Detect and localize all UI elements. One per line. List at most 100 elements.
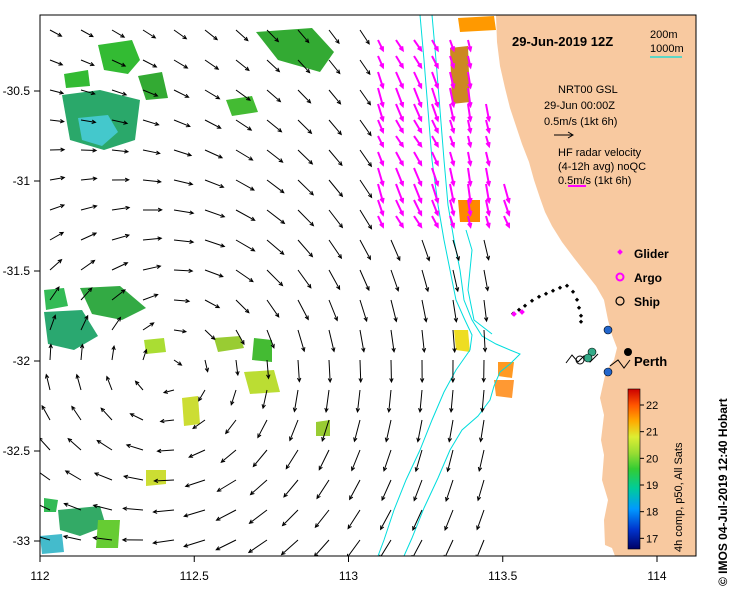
current-arrow	[63, 502, 82, 511]
current-arrow	[173, 119, 191, 128]
y-axis: -30.5 -31 -31.5 -32 -32.5 -33	[3, 84, 40, 548]
hf-radar-arrows	[377, 39, 511, 229]
current-arrow	[353, 419, 361, 443]
radar-arrow	[467, 119, 473, 135]
current-arrow	[297, 179, 315, 196]
current-arrow	[483, 239, 491, 261]
x-tick-label: 114	[647, 569, 666, 583]
colorbar-tick-label: 21	[646, 427, 658, 439]
x-tick-label: 113	[339, 569, 358, 583]
radar-arrow	[467, 183, 473, 205]
radar-arrow	[395, 199, 404, 217]
radar-arrow	[413, 71, 423, 90]
current-arrow	[159, 418, 175, 424]
current-arrow	[152, 509, 175, 514]
current-arrow	[297, 209, 315, 227]
current-arrow	[111, 262, 129, 271]
current-arrow	[280, 539, 299, 556]
radar-arrow	[377, 119, 385, 135]
current-arrow	[252, 449, 268, 468]
current-arrow	[483, 269, 490, 292]
current-arrow	[421, 329, 427, 354]
radar-arrow	[377, 199, 385, 217]
radar-arrow	[413, 39, 423, 53]
current-arrow	[225, 419, 237, 435]
current-arrow	[359, 329, 366, 353]
current-arrow	[483, 299, 489, 323]
current-arrow	[111, 149, 130, 154]
current-arrow	[125, 443, 144, 451]
current-arrow	[49, 258, 63, 271]
current-arrow	[328, 59, 341, 75]
radar-arrow	[395, 55, 404, 70]
current-arrow	[266, 179, 285, 194]
radar-arrow	[377, 151, 385, 167]
current-arrow	[235, 359, 240, 377]
current-arrow	[123, 474, 144, 481]
radar-arrow	[395, 103, 404, 123]
current-arrow	[111, 345, 116, 361]
current-arrow	[40, 437, 51, 451]
radar-arrow	[395, 135, 405, 148]
current-arrow	[266, 59, 281, 73]
current-arrow	[446, 449, 454, 473]
current-arrow	[80, 314, 89, 331]
radar-arrow	[431, 55, 439, 70]
argo-legend-icon	[615, 272, 625, 282]
current-arrow	[328, 29, 340, 45]
current-arrow	[382, 449, 392, 472]
current-arrow	[49, 59, 64, 66]
current-arrow	[111, 205, 131, 211]
current-arrow	[67, 437, 82, 451]
current-arrow	[142, 149, 161, 155]
current-arrow	[134, 380, 144, 391]
radar-arrow	[485, 119, 491, 135]
current-arrow	[71, 405, 82, 421]
radar-arrow	[395, 151, 404, 167]
current-arrow	[283, 479, 299, 498]
current-arrow	[80, 259, 96, 271]
radar-arrow	[413, 167, 423, 187]
current-arrow	[266, 89, 282, 103]
current-arrow	[321, 419, 330, 443]
current-arrow	[80, 176, 98, 181]
radar-arrow	[449, 71, 456, 90]
current-arrow	[142, 236, 163, 241]
current-arrow	[142, 207, 163, 213]
radar-arrow	[449, 199, 456, 217]
current-arrow	[80, 204, 98, 211]
glider-legend-icon	[617, 249, 623, 255]
ship-legend-label: Ship	[634, 295, 660, 309]
y-tick-label: -32.5	[3, 444, 31, 458]
credit-label: © IMOS 04-Jul-2019 12:40 Hobart	[716, 398, 730, 586]
current-arrow	[384, 419, 392, 443]
current-arrow	[235, 179, 255, 191]
current-arrow	[80, 148, 98, 153]
current-arrow	[447, 419, 454, 443]
current-arrow	[328, 119, 343, 136]
current-arrow	[296, 359, 302, 383]
current-arrow	[204, 149, 224, 159]
current-arrow	[122, 506, 144, 511]
current-arrow	[79, 343, 85, 361]
current-arrow	[452, 329, 457, 354]
radar-arrow	[467, 167, 473, 188]
current-arrow	[481, 359, 486, 383]
radar-arrow	[377, 167, 385, 187]
glider-track	[510, 283, 584, 324]
current-arrow	[297, 329, 306, 353]
radar-arrow	[485, 199, 491, 217]
current-arrow	[452, 239, 460, 262]
current-arrow	[204, 119, 222, 129]
plot-frame	[39, 14, 697, 557]
current-arrow	[215, 539, 237, 551]
current-arrow	[121, 537, 144, 543]
radar-arrow	[485, 167, 492, 188]
current-arrow	[359, 89, 372, 106]
current-arrow	[413, 479, 423, 502]
current-arrow	[80, 287, 93, 301]
current-arrow	[478, 419, 485, 443]
current-arrow	[49, 29, 63, 37]
current-arrow	[346, 539, 361, 556]
radar-arrow	[431, 103, 440, 123]
